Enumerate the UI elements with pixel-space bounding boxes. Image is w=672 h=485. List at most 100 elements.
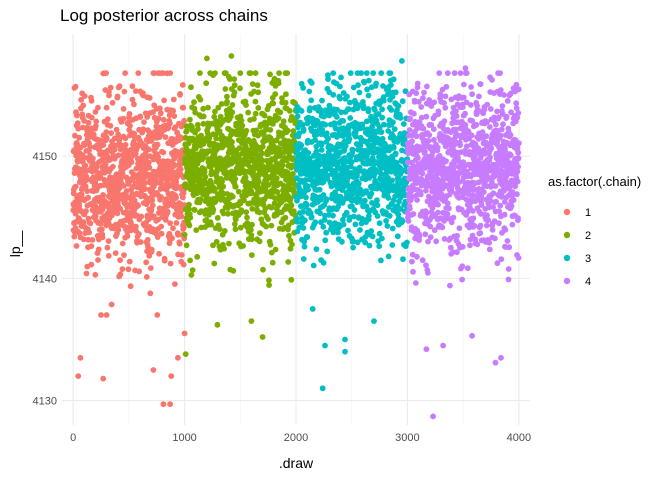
data-point [132,88,139,94]
data-point [212,70,218,76]
data-point [121,88,128,95]
data-point [92,109,99,115]
data-point [108,301,115,308]
data-point [226,76,233,82]
data-point [267,71,273,78]
data-point [444,200,451,207]
data-point [126,111,133,117]
legend-key-2 [563,231,571,239]
data-point [489,226,496,233]
data-point [397,194,404,201]
data-point [385,195,392,201]
data-point [487,106,494,112]
data-point [71,233,78,240]
data-point [439,224,446,231]
data-point [267,241,274,248]
data-point [404,239,410,246]
legend-key-4 [563,277,571,285]
data-point [150,367,157,373]
data-point [489,76,495,83]
data-point [434,144,441,151]
data-point [513,81,520,88]
data-point [279,95,285,101]
data-point [100,192,106,198]
data-point [117,271,124,278]
data-point [388,82,394,88]
data-point [499,103,506,109]
data-point [120,115,127,122]
y-tick-label: 4130 [33,396,57,408]
data-point [435,108,442,115]
legend-label-2: 2 [585,230,591,242]
data-point [143,274,150,280]
data-point [238,117,245,124]
data-point [115,152,122,159]
data-point [337,95,343,102]
data-point [186,206,192,213]
data-point [273,175,280,182]
data-point [514,178,521,185]
data-point [408,194,415,201]
data-point [359,125,366,131]
data-point [149,202,156,209]
data-point [158,194,165,200]
data-point [356,89,363,96]
series-chain-1 [70,70,188,408]
data-point [290,171,296,177]
data-point [378,70,385,76]
data-point [76,202,83,209]
data-point [322,342,328,349]
data-point [149,197,156,204]
data-point [496,220,502,227]
x-tick-label: 1000 [172,432,196,444]
data-point [280,118,287,125]
data-point [307,105,313,112]
data-point [154,141,161,148]
data-point [198,132,205,139]
data-point [391,126,398,132]
data-point [121,252,127,258]
data-point [274,189,281,195]
data-point [477,222,484,229]
data-point [298,108,305,114]
data-point [243,127,250,134]
data-point [448,188,455,195]
data-point [231,221,238,228]
data-point [394,233,401,240]
data-point [242,174,249,181]
data-point [376,230,383,237]
data-point [167,220,174,227]
data-point [347,115,354,121]
data-point [443,83,450,90]
data-point [435,209,441,216]
data-point [469,91,475,98]
data-point [229,143,235,150]
data-point [193,145,199,152]
data-point [180,194,186,201]
data-point [191,99,197,105]
data-point [259,150,265,157]
data-point [95,257,101,263]
data-point [285,222,292,229]
data-point [498,194,505,200]
data-point [266,282,272,288]
data-point [216,128,223,135]
data-point [231,89,238,96]
data-point [181,231,188,238]
data-point [158,230,165,237]
data-point [156,250,163,257]
data-point [347,163,354,170]
data-point [509,221,516,228]
data-point [441,100,447,106]
data-point [491,218,498,225]
data-point [312,137,318,144]
data-point [457,70,464,76]
data-point [160,149,167,156]
data-point [100,375,107,382]
data-point [454,249,460,256]
data-point [424,83,430,90]
data-point [464,265,471,272]
data-point [339,238,345,245]
data-point [123,188,130,194]
data-point [458,134,465,141]
